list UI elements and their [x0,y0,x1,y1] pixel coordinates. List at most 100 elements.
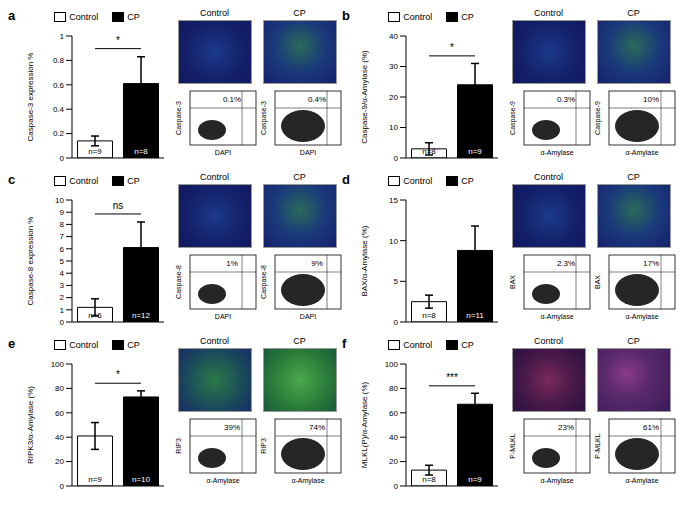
svg-text:n=8: n=8 [422,147,436,156]
html-text:CP: CP [127,12,140,22]
svg-text:α-Amylase: α-Amylase [206,477,239,485]
svg-text:2: 2 [60,293,65,302]
svg-text:RIP3: RIP3 [175,438,182,454]
svg-text:Caspase-9/α-Amylase (%): Caspase-9/α-Amylase (%) [360,50,369,144]
svg-text:40: 40 [389,32,398,41]
svg-text:Caspase-3: Caspase-3 [175,101,183,135]
svg-text:100: 100 [385,360,399,369]
svg-text:5: 5 [60,257,65,266]
svg-text:80: 80 [55,384,64,393]
svg-text:Caspase-8: Caspase-8 [260,265,268,299]
svg-text:23%: 23% [557,423,573,432]
svg-text:20: 20 [389,93,398,102]
svg-text:74%: 74% [308,423,324,432]
svg-text:*: * [450,42,454,53]
svg-text:3: 3 [60,281,65,290]
svg-text:60: 60 [55,409,64,418]
svg-text:60: 60 [389,409,398,418]
svg-text:0.2: 0.2 [53,129,65,138]
svg-text:5: 5 [394,277,399,286]
svg-text:1: 1 [60,306,65,315]
svg-text:10: 10 [389,237,398,246]
svg-text:8: 8 [60,220,65,229]
svg-text:10: 10 [389,123,398,132]
svg-text:1%: 1% [226,259,238,268]
svg-text:0: 0 [394,154,399,163]
svg-text:DAPI: DAPI [299,313,315,320]
svg-text:RIP3: RIP3 [260,438,267,454]
svg-text:*: * [116,369,120,380]
svg-text:17%: 17% [642,259,658,268]
svg-text:0: 0 [394,318,399,327]
svg-text:0.4%: 0.4% [307,95,325,104]
svg-text:ns: ns [113,200,124,211]
svg-text:n=6: n=6 [88,311,102,320]
svg-text:P-MLKL: P-MLKL [594,433,601,458]
svg-text:α-Amylase: α-Amylase [540,477,573,485]
svg-text:20: 20 [55,457,64,466]
svg-text:30: 30 [389,62,398,71]
html-text:Control: Control [69,12,99,22]
svg-text:α-Amylase: α-Amylase [540,313,573,321]
svg-text:n=9: n=9 [468,475,482,484]
svg-text:10: 10 [55,196,64,205]
svg-text:α-Amylase: α-Amylase [291,477,324,485]
svg-text:n=8: n=8 [422,475,436,484]
svg-text:0.6: 0.6 [53,81,65,90]
svg-text:BAX/α-Amylase (%): BAX/α-Amylase (%) [360,225,369,296]
svg-text:0: 0 [394,482,399,491]
svg-text:α-Amylase: α-Amylase [625,477,658,485]
svg-text:P-MLKL: P-MLKL [509,433,516,458]
svg-text:n=11: n=11 [466,311,484,320]
svg-text:n=9: n=9 [88,475,102,484]
svg-text:1: 1 [60,32,65,41]
svg-text:0.8: 0.8 [53,56,65,65]
svg-text:40: 40 [55,433,64,442]
svg-text:α-Amylase: α-Amylase [625,313,658,321]
svg-text:n=10: n=10 [132,475,151,484]
svg-text:6: 6 [60,245,65,254]
svg-text:39%: 39% [223,423,239,432]
svg-text:BAX: BAX [509,275,516,289]
svg-text:Caspase-3: Caspase-3 [260,101,268,135]
svg-text:0: 0 [60,482,65,491]
svg-text:0.3%: 0.3% [556,95,574,104]
svg-text:n=9: n=9 [88,147,102,156]
svg-text:9: 9 [60,208,65,217]
svg-text:61%: 61% [642,423,658,432]
svg-text:α-Amylase: α-Amylase [625,149,658,157]
svg-text:9%: 9% [311,259,323,268]
html-text:Control: Control [200,8,229,18]
svg-text:Caspase-9: Caspase-9 [594,101,602,135]
svg-text:Caspase-8 expression %: Caspase-8 expression % [26,217,35,306]
svg-text:0.4: 0.4 [53,105,65,114]
svg-text:0: 0 [60,318,65,327]
svg-text:DAPI: DAPI [214,313,230,320]
svg-text:MLKL(P)/α-Amylase (%): MLKL(P)/α-Amylase (%) [360,381,369,468]
svg-text:DAPI: DAPI [214,149,230,156]
svg-text:RIPK3/α-Amylase (%): RIPK3/α-Amylase (%) [26,386,35,464]
svg-text:0.1%: 0.1% [222,95,240,104]
svg-text:n=8: n=8 [422,311,436,320]
svg-text:20: 20 [389,457,398,466]
svg-text:Caspase-9: Caspase-9 [509,101,517,135]
svg-text:80: 80 [389,384,398,393]
svg-text:n=12: n=12 [132,311,151,320]
svg-text:Caspase-3 expression %: Caspase-3 expression % [26,53,35,142]
svg-text:10%: 10% [642,95,658,104]
svg-text:15: 15 [389,196,398,205]
svg-text:0: 0 [60,154,65,163]
svg-text:α-Amylase: α-Amylase [540,149,573,157]
svg-text:4: 4 [60,269,65,278]
svg-text:*: * [116,35,120,46]
svg-text:2.3%: 2.3% [556,259,574,268]
svg-text:7: 7 [60,232,65,241]
svg-text:40: 40 [389,433,398,442]
svg-text:DAPI: DAPI [299,149,315,156]
svg-text:n=9: n=9 [468,147,482,156]
svg-text:BAX: BAX [594,275,601,289]
svg-text:Caspase-8: Caspase-8 [175,265,183,299]
svg-text:n=8: n=8 [134,147,148,156]
svg-text:100: 100 [51,360,65,369]
svg-text:***: *** [446,372,458,383]
